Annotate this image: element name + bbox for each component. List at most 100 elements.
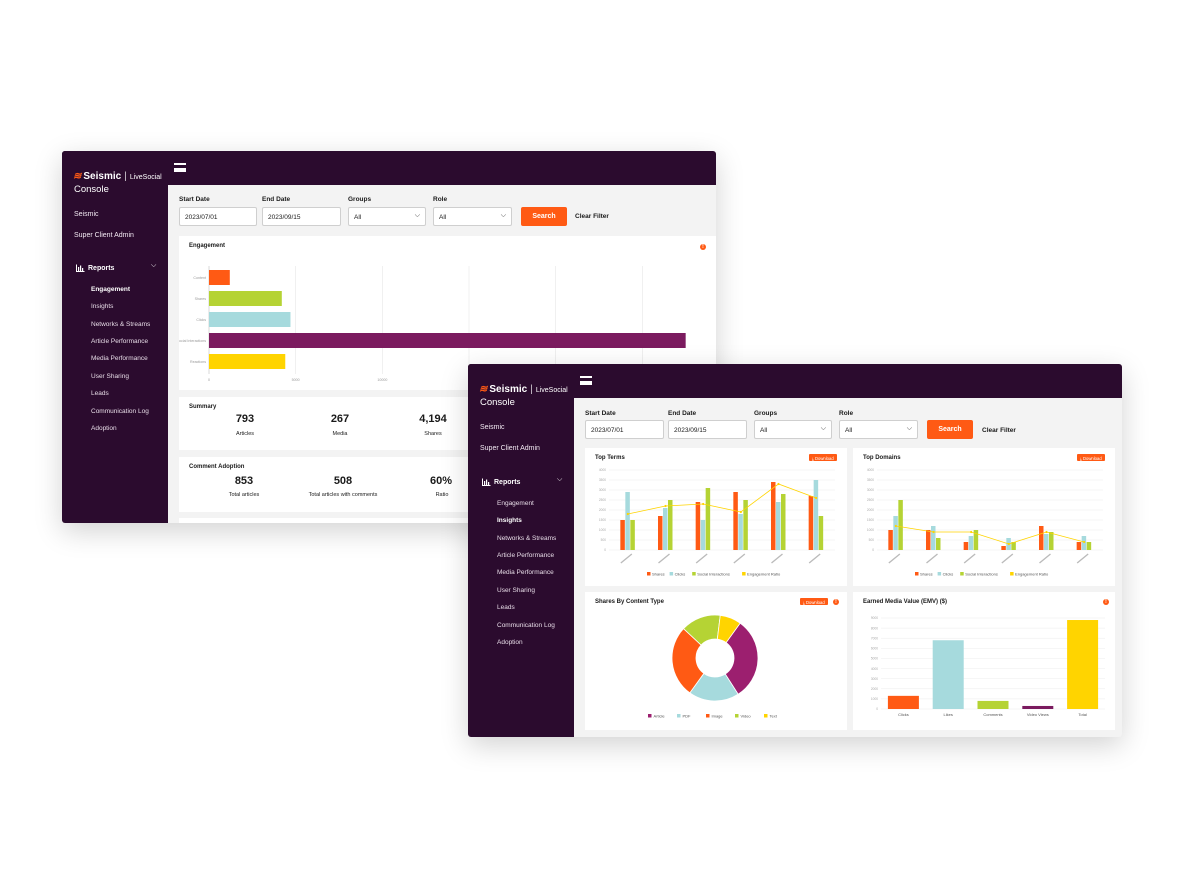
- bar-social-interactions: [743, 500, 748, 550]
- summary-media-value: 267: [330, 413, 350, 425]
- tick-label: 2000: [599, 508, 606, 512]
- legend-swatch: [764, 714, 768, 718]
- bar-content: [209, 270, 230, 285]
- comment-adoption-title: Comment Adoption: [189, 464, 245, 470]
- bar-reactions: [209, 354, 286, 369]
- start-date-input[interactable]: 2023/07/01: [585, 420, 664, 439]
- clear-filter-button[interactable]: Clear Filter: [982, 427, 1016, 434]
- nav-user-sharing[interactable]: User Sharing: [91, 373, 129, 380]
- slice-text: [716, 614, 741, 644]
- menu-icon[interactable]: [174, 163, 186, 172]
- end-date-input[interactable]: 2023/09/15: [262, 207, 341, 226]
- top-bar: [62, 151, 716, 185]
- info-icon[interactable]: !: [1103, 599, 1109, 605]
- legend-swatch: [937, 572, 942, 576]
- nav-adoption[interactable]: Adoption: [497, 639, 523, 646]
- seismic-logo-icon: ≋: [73, 171, 82, 182]
- x-tick-label: [771, 553, 783, 564]
- download-button[interactable]: ⤓ Download: [1077, 454, 1105, 461]
- line-point: [1007, 542, 1010, 546]
- tick-label: 500: [869, 538, 875, 542]
- bar-chart-icon: [482, 478, 491, 486]
- download-button[interactable]: ⤓ Download: [809, 454, 837, 461]
- info-icon[interactable]: !: [700, 244, 706, 250]
- nav-media-performance[interactable]: Media Performance: [91, 355, 148, 362]
- tick-label: 4000: [871, 667, 878, 671]
- line-point: [815, 496, 818, 500]
- nav-article-performance[interactable]: Article Performance: [91, 338, 149, 345]
- groups-label: Groups: [348, 196, 372, 203]
- nav-article-performance[interactable]: Article Performance: [497, 552, 555, 559]
- nav-insights[interactable]: Insights: [497, 517, 522, 524]
- groups-select[interactable]: All ⌵: [754, 420, 832, 439]
- nav-engagement[interactable]: Engagement: [497, 500, 534, 507]
- bar-clicks: [700, 520, 706, 550]
- summary-articles-label: Articles: [235, 431, 255, 437]
- bar-social-interactions: [818, 516, 824, 550]
- tick-label: 8000: [871, 626, 878, 630]
- search-button[interactable]: Search: [521, 207, 567, 226]
- clear-filter-button[interactable]: Clear Filter: [575, 213, 609, 220]
- nav-item-seismic[interactable]: Seismic: [74, 211, 99, 218]
- end-date-label: End Date: [262, 196, 291, 203]
- nav-user-sharing[interactable]: User Sharing: [497, 587, 535, 594]
- role-select[interactable]: All ⌵: [433, 207, 512, 226]
- bar-social-interactions: [1011, 542, 1016, 550]
- chevron-down-icon: ⌵: [906, 425, 912, 432]
- legend-swatch: [669, 572, 674, 576]
- start-date-input[interactable]: 2023/07/01: [179, 207, 257, 226]
- download-button[interactable]: ⤓ Download: [800, 598, 828, 605]
- tick-label: 4000: [867, 468, 874, 472]
- nav-insights[interactable]: Insights: [91, 303, 114, 310]
- nav-communication-log[interactable]: Communication Log: [91, 408, 149, 415]
- nav-media-performance[interactable]: Media Performance: [497, 569, 554, 576]
- legend-swatch: [735, 714, 739, 718]
- menu-icon[interactable]: [580, 376, 592, 385]
- chevron-down-icon: ⌵: [500, 212, 506, 219]
- bar-shares: [209, 291, 282, 306]
- nav-reports[interactable]: Reports ⌵: [76, 262, 156, 272]
- nav-adoption[interactable]: Adoption: [91, 425, 117, 432]
- legend-label: PDF: [683, 714, 692, 719]
- nav-leads[interactable]: Leads: [91, 390, 109, 397]
- summary-articles-value: 793: [235, 413, 255, 425]
- role-select[interactable]: All ⌵: [839, 420, 918, 439]
- tick-label: 5000: [292, 378, 300, 382]
- category-label: Reactions: [190, 360, 206, 364]
- adoption-ratio-value: 60%: [429, 475, 453, 487]
- nav-item-seismic[interactable]: Seismic: [480, 424, 505, 431]
- bar-social-interactions: [209, 333, 686, 348]
- chevron-down-icon: ⌵: [820, 425, 826, 432]
- nav-item-super-client-admin[interactable]: Super Client Admin: [74, 232, 134, 239]
- nav-engagement[interactable]: Engagement: [91, 286, 131, 293]
- legend-swatch: [692, 572, 696, 576]
- nav-networks-streams[interactable]: Networks & Streams: [497, 535, 557, 542]
- x-tick-label: Clicks: [898, 712, 909, 717]
- tick-label: 3000: [599, 488, 606, 492]
- console-title: Console: [480, 397, 515, 408]
- nav-communication-log[interactable]: Communication Log: [497, 622, 555, 629]
- tick-label: 2500: [867, 498, 874, 502]
- top-domains-title: Top Domains: [863, 455, 901, 461]
- tick-label: 1500: [599, 518, 606, 522]
- end-date-input[interactable]: 2023/09/15: [668, 420, 747, 439]
- bar-clicks: [968, 536, 974, 550]
- emv-chart: 0 1000 2000 3000 4000 5000 6000 7000 8000 9000 Cli…: [871, 616, 1105, 717]
- role-label: Role: [433, 196, 448, 203]
- summary-title: Summary: [189, 404, 217, 410]
- category-label: Social Interactions: [179, 339, 206, 343]
- chevron-down-icon: ⌵: [557, 476, 563, 483]
- legend-swatch: [742, 572, 746, 576]
- tick-label: 4000: [599, 468, 606, 472]
- bar-shares: [733, 492, 738, 550]
- logo: ≋ Seismic | LiveSocial: [479, 384, 568, 395]
- line-engagement-ratio: [895, 525, 1085, 545]
- nav-leads[interactable]: Leads: [497, 604, 515, 611]
- groups-select[interactable]: All ⌵: [348, 207, 426, 226]
- x-tick-label: [1039, 553, 1051, 564]
- nav-item-super-client-admin[interactable]: Super Client Admin: [480, 445, 540, 452]
- info-icon[interactable]: !: [833, 599, 839, 605]
- nav-networks-streams[interactable]: Networks & Streams: [91, 321, 151, 328]
- search-button[interactable]: Search: [927, 420, 973, 439]
- nav-reports[interactable]: Reports ⌵: [482, 476, 562, 486]
